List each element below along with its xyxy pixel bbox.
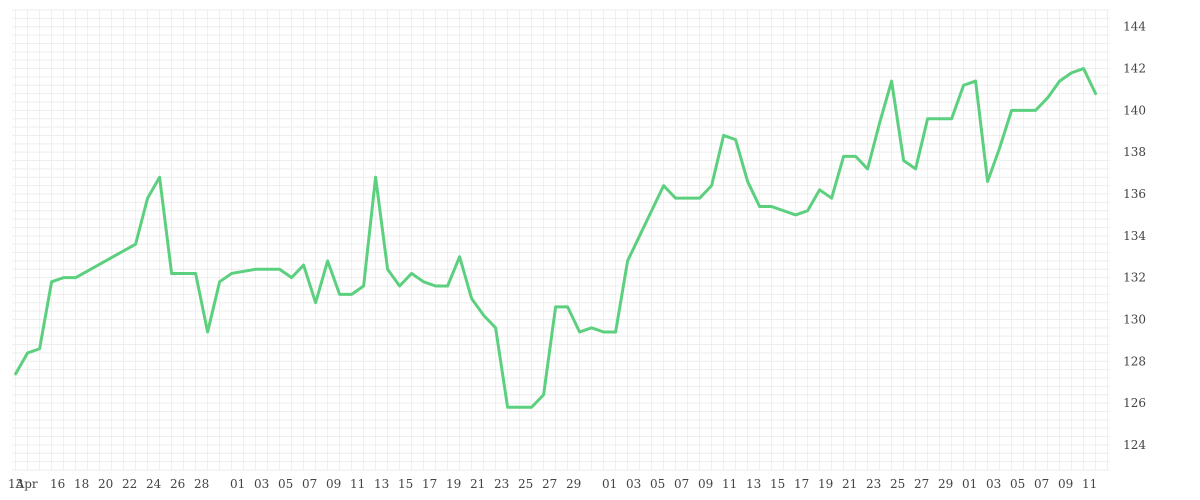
x-tick-label: 17	[794, 477, 809, 491]
x-tick-label: 13	[746, 477, 761, 491]
x-tick-label: 07	[1034, 477, 1049, 491]
x-tick-label: 27	[542, 477, 557, 491]
y-tick-label: 144	[1123, 20, 1146, 34]
x-tick-label: 11	[722, 477, 737, 491]
y-tick-label: 128	[1123, 354, 1146, 368]
x-tick-label: 11	[350, 477, 365, 491]
x-tick-label: 01	[962, 477, 977, 491]
x-tick-label: 23	[494, 477, 509, 491]
y-tick-label: 132	[1123, 271, 1146, 285]
chart-grid	[12, 9, 1110, 471]
x-tick-label: 03	[986, 477, 1001, 491]
x-tick-label: 19	[818, 477, 833, 491]
y-tick-label: 142	[1123, 62, 1146, 76]
y-tick-label: 140	[1123, 103, 1146, 117]
y-axis: 124 126 128 130 132 134 136 138 140 142 144	[1123, 20, 1146, 452]
x-tick-label: 18	[74, 477, 89, 491]
x-tick-label: 26	[170, 477, 185, 491]
x-tick-label: 17	[422, 477, 437, 491]
x-tick-label: 27	[914, 477, 929, 491]
x-tick-label: 03	[626, 477, 641, 491]
y-tick-label: 134	[1123, 229, 1146, 243]
y-tick-label: 138	[1123, 145, 1146, 159]
x-tick-label: Apr	[15, 477, 38, 491]
series-layer	[14, 67, 1098, 409]
y-tick-label: 126	[1123, 396, 1146, 410]
x-tick-label: 25	[890, 477, 905, 491]
x-tick-label: 19	[446, 477, 461, 491]
x-tick-label: 21	[842, 477, 857, 491]
x-tick-label: 13	[8, 477, 23, 491]
x-tick-label: 13	[374, 477, 389, 491]
x-tick-label: 09	[698, 477, 713, 491]
x-tick-label: 05	[1010, 477, 1025, 491]
x-tick-label: 03	[254, 477, 269, 491]
x-tick-label: 01	[602, 477, 617, 491]
x-tick-label: 28	[194, 477, 209, 491]
x-tick-label: 11	[1082, 477, 1097, 491]
x-tick-label: 24	[146, 477, 162, 491]
x-tick-label: 20	[98, 477, 113, 491]
x-tick-label: 07	[674, 477, 689, 491]
series-line	[14, 67, 1098, 409]
x-tick-label: 05	[278, 477, 293, 491]
x-tick-label: 23	[866, 477, 881, 491]
x-tick-label: 22	[122, 477, 137, 491]
x-tick-label: 15	[770, 477, 785, 491]
x-tick-label: 29	[566, 477, 581, 491]
x-tick-label: 15	[398, 477, 413, 491]
x-tick-label: 09	[1058, 477, 1073, 491]
x-tick-label: 25	[518, 477, 533, 491]
y-tick-label: 124	[1123, 438, 1146, 452]
y-tick-label: 130	[1123, 312, 1146, 326]
y-tick-label: 136	[1123, 187, 1146, 201]
x-tick-label: 16	[50, 477, 65, 491]
x-tick-label: 01	[230, 477, 245, 491]
x-tick-label: 07	[302, 477, 317, 491]
x-tick-label: 09	[326, 477, 341, 491]
x-tick-label: 29	[938, 477, 953, 491]
x-tick-label: 21	[470, 477, 485, 491]
x-tick-label: 05	[650, 477, 665, 491]
